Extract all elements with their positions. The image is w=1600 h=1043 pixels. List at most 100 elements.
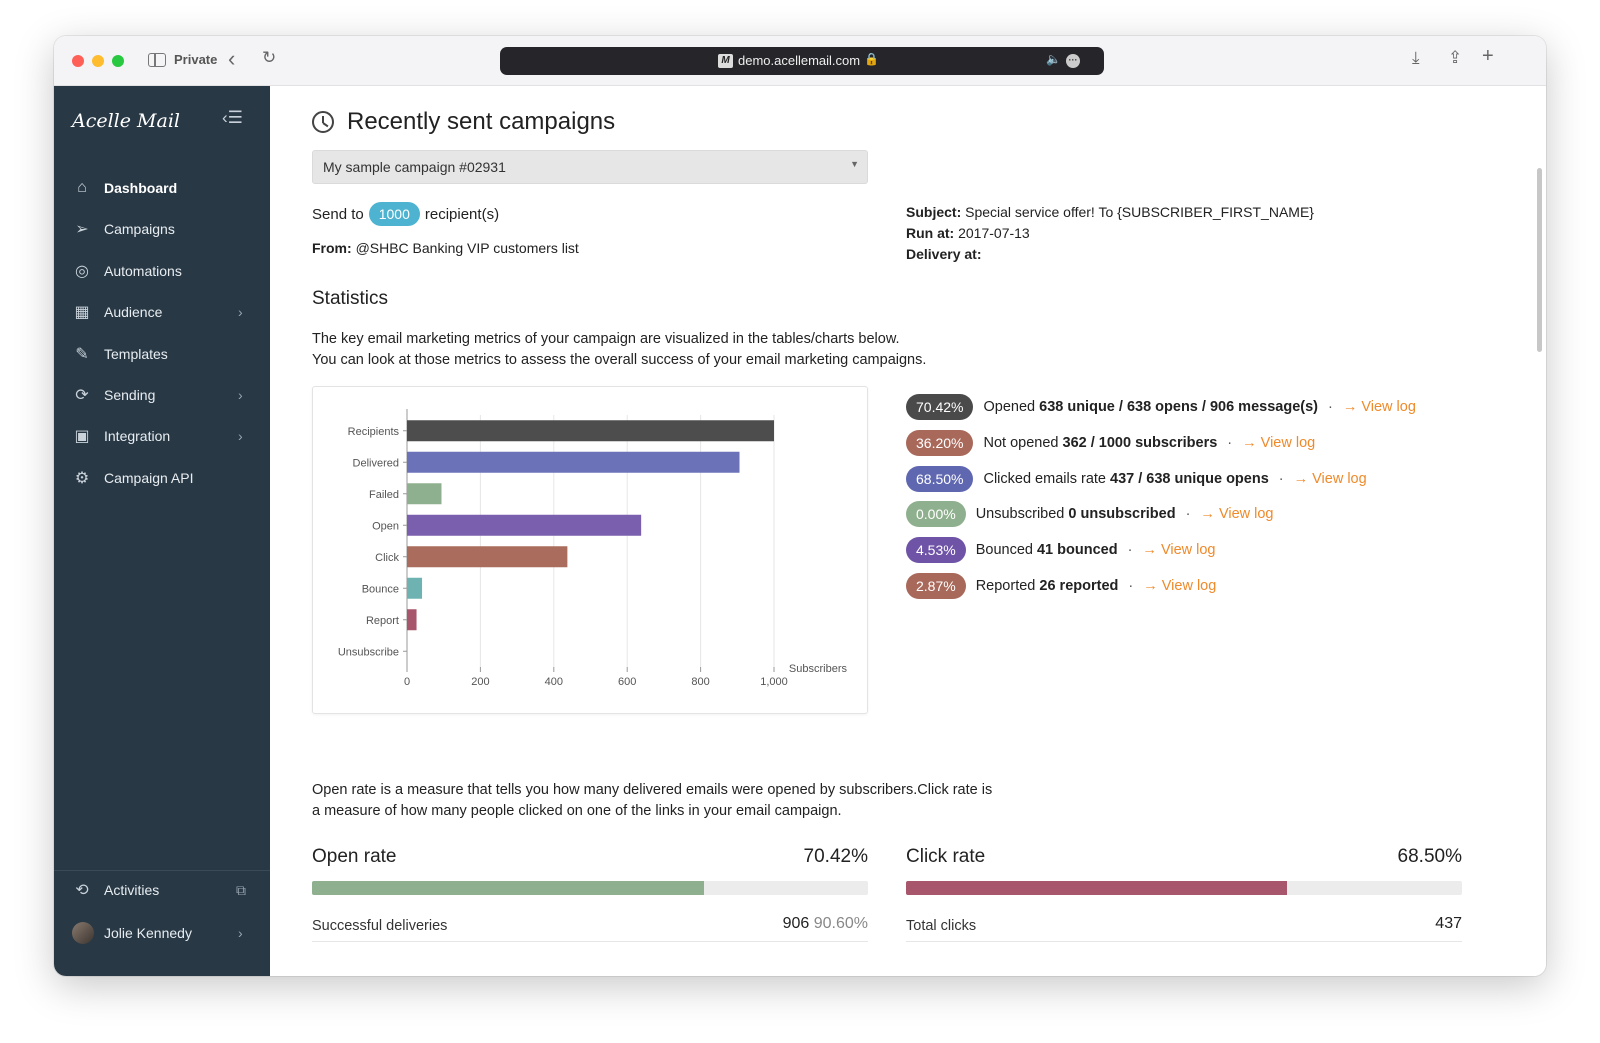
app-logo[interactable]: Acelle Mail <box>72 110 180 132</box>
separator-dot: · <box>1278 470 1284 487</box>
metric-row: 4.53% Bounced 41 bounced · → View log <box>906 536 1215 564</box>
metric-value: 41 bounced <box>1036 542 1118 559</box>
arrow-right-icon: → <box>1143 578 1162 594</box>
y-category-label: Unsubscribe <box>338 646 399 658</box>
metric-percent-badge: 36.20% <box>906 429 974 456</box>
download-icon[interactable]: ⤓ <box>1412 48 1420 67</box>
total-clicks-value: 437 <box>1435 915 1462 932</box>
zoom-window-button[interactable] <box>112 55 124 67</box>
reload-button[interactable]: ↻ <box>262 48 277 67</box>
campaign-select-value: My sample campaign #02931 <box>323 159 506 175</box>
bar-recipients <box>407 420 774 442</box>
metric-percent-badge: 0.00% <box>906 501 966 528</box>
successful-deliveries-label: Successful deliveries <box>312 918 448 934</box>
sidebar-item-label: Activities <box>104 882 160 898</box>
sidebar-item-user[interactable]: Jolie Kennedy › <box>54 913 270 953</box>
y-category-label: Open <box>372 520 399 532</box>
clock-icon <box>312 111 334 133</box>
metric-percent-badge: 4.53% <box>906 537 966 564</box>
metric-label: Bounced <box>975 542 1033 559</box>
share-icon[interactable]: ⇪ <box>1448 48 1463 67</box>
browser-window: Private ‹ ↻ M demo.acellemail.com 🔒 🔈 ··… <box>54 36 1546 976</box>
view-log-link[interactable]: → View log <box>1200 506 1273 522</box>
chevron-right-icon: › <box>238 387 243 403</box>
run-at-value: 2017-07-13 <box>958 225 1030 241</box>
delivery-at-label: Delivery at: <box>906 246 982 262</box>
sidebar-item-automations[interactable]: ◎ Automations <box>54 251 270 291</box>
metric-label: Not opened <box>983 434 1059 451</box>
arrow-right-icon: → <box>1342 399 1362 415</box>
bar-chart: 0 200 400 600 800 1,000 Recipients Delivered Fai… <box>338 409 848 688</box>
metric-label: Reported <box>975 578 1036 594</box>
sidebar-item-dashboard[interactable]: ⌂ Dashboard <box>54 168 270 208</box>
x-tick-label: 400 <box>545 676 563 688</box>
metric-value: 0 unsubscribed <box>1068 506 1176 523</box>
sidebar-item-label: Integration <box>104 428 171 445</box>
address-bar[interactable]: M demo.acellemail.com 🔒 🔈 ··· <box>500 47 1104 75</box>
divider <box>312 941 868 942</box>
view-log-link[interactable]: → View log <box>1294 471 1367 487</box>
sidebar-item-label: Dashboard <box>104 180 178 196</box>
click-rate-bar <box>906 881 1462 895</box>
x-axis-title: Subscribers <box>789 663 848 675</box>
bar-bounce <box>407 577 423 599</box>
metric-row: 0.00% Unsubscribed 0 unsubscribed · → View … <box>906 500 1274 528</box>
sidebar-item-templates[interactable]: ✎ Templates <box>54 334 270 374</box>
chevron-right-icon: › <box>238 925 243 941</box>
metric-percent-badge: 70.42% <box>906 394 974 420</box>
caret-down-icon: ▼ <box>850 159 859 169</box>
successful-deliveries-count: 906 <box>782 915 810 932</box>
sidebar-item-campaigns[interactable]: ➢ Campaigns <box>54 209 270 249</box>
sidebar-item-audience[interactable]: ▦ Audience › <box>54 292 270 332</box>
speaker-icon[interactable]: 🔈 <box>1046 52 1061 66</box>
view-log-link[interactable]: → View log <box>1242 435 1315 451</box>
sidebar-divider <box>54 870 270 871</box>
x-tick-label: 600 <box>618 676 636 688</box>
open-rate-bar <box>312 881 868 895</box>
send-to-suffix: recipient(s) <box>424 205 500 223</box>
collapse-menu-icon[interactable]: ‹☰ <box>222 108 243 127</box>
sidebar-toggle-icon[interactable] <box>148 53 166 67</box>
click-rate-value: 68.50% <box>1397 846 1462 867</box>
statistics-desc-line-1: The key email marketing metrics of your … <box>312 331 900 347</box>
click-rate-bar-fill <box>906 881 1287 895</box>
view-log-link[interactable]: → View log <box>1142 542 1215 558</box>
successful-deliveries-percent: 90.60% <box>813 915 868 932</box>
more-options-icon[interactable]: ··· <box>1066 54 1080 68</box>
view-log-link[interactable]: → View log <box>1343 399 1416 415</box>
open-rate-bar-fill <box>312 881 704 895</box>
view-log-label: View log <box>1361 399 1416 415</box>
close-window-button[interactable] <box>72 55 84 67</box>
from-label: From: <box>312 240 352 256</box>
recipient-count-badge: 1000 <box>368 202 420 226</box>
back-button[interactable]: ‹ <box>228 46 236 71</box>
x-tick-label: 0 <box>404 676 410 688</box>
chevron-right-icon: › <box>238 304 243 321</box>
view-log-label: View log <box>1160 542 1216 559</box>
x-tick-label: 200 <box>471 676 489 688</box>
gear-icon: ⚙ <box>74 469 90 487</box>
view-log-label: View log <box>1161 578 1217 594</box>
from-line: From: @SHBC Banking VIP customers list <box>312 240 579 256</box>
sidebar-item-activities[interactable]: ⟲ Activities ⧉ <box>54 870 270 910</box>
shield-check-icon: ◎ <box>75 262 89 280</box>
new-tab-icon[interactable]: + <box>1482 45 1494 67</box>
chevron-right-icon: › <box>238 428 243 445</box>
vertical-scrollbar[interactable] <box>1537 168 1542 352</box>
sidebar-item-integration[interactable]: ▣ Integration › <box>54 416 270 456</box>
statistics-chart: 0 200 400 600 800 1,000 Recipients Delivered Fai… <box>312 386 868 714</box>
minimize-window-button[interactable] <box>92 55 104 67</box>
delivery-at-line: Delivery at: <box>906 246 981 262</box>
sidebar-item-campaign-api[interactable]: ⚙ Campaign API <box>54 458 270 498</box>
metric-value: 638 unique / 638 opens / 906 message(s) <box>1039 399 1318 415</box>
campaign-select[interactable]: My sample campaign #02931 ▼ <box>312 150 868 184</box>
sidebar-item-sending[interactable]: ⟳ Sending › <box>54 375 270 415</box>
view-log-link[interactable]: → View log <box>1143 578 1216 594</box>
send-to-line: Send to 1000 recipient(s) <box>312 202 499 226</box>
rates-desc-line-1: Open rate is a measure that tells you ho… <box>312 782 993 798</box>
private-label: Private <box>174 52 218 67</box>
from-value: @SHBC Banking VIP customers list <box>355 240 579 256</box>
metric-percent-badge: 2.87% <box>906 573 966 599</box>
metric-row: 68.50% Clicked emails rate 437 / 638 uniq… <box>906 465 1367 493</box>
avatar <box>72 922 94 944</box>
